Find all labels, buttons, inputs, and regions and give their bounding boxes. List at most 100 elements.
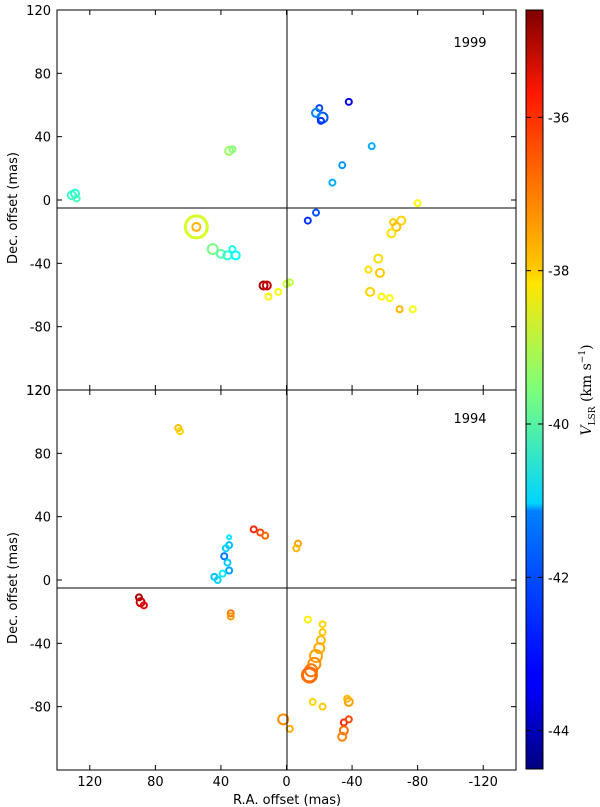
- maser-spot: [318, 702, 327, 711]
- x-axis-label: R.A. offset (mas): [233, 793, 341, 807]
- maser-spot: [303, 216, 312, 225]
- maser-spot: [338, 161, 347, 170]
- maser-spot: [337, 731, 348, 742]
- colorbar: -36 -38 -40 -42 -44 VLSR (km s−1): [525, 9, 598, 770]
- y-tick-label: 120: [26, 384, 51, 399]
- maser-spot: [226, 609, 235, 618]
- maser-spot: [343, 694, 352, 703]
- maser-spot: [300, 666, 318, 684]
- x-tick-label: -120: [468, 775, 498, 790]
- maser-spot: [72, 194, 81, 203]
- y-axis-label-1999: Dec. offset (mas): [6, 152, 21, 264]
- maser-spot: [261, 280, 272, 291]
- maser-spot: [264, 292, 273, 301]
- maser-spot: [365, 286, 376, 297]
- maser-spot: [261, 531, 270, 540]
- spots-1999: [66, 97, 422, 314]
- maser-spot: [215, 248, 226, 259]
- colorbar-tick-label: -36: [548, 111, 569, 126]
- maser-spot: [175, 427, 184, 436]
- year-label-1994: 1994: [453, 412, 486, 427]
- y-tick-label: 120: [26, 384, 51, 399]
- panel-1994: -80 -40 0 40 80 120 120 80 40 0 -40 -80 -120 1994: [26, 384, 517, 790]
- y-tick-label: 0: [43, 194, 51, 209]
- maser-spot: [139, 601, 148, 610]
- y-axis-label-1994: Dec. offset (mas): [6, 532, 21, 644]
- maser-spot: [385, 294, 394, 303]
- maser-spot: [367, 142, 376, 151]
- maser-spot: [258, 280, 269, 291]
- maser-spot: [318, 620, 327, 629]
- colorbar-ticks: -36 -38 -40 -42 -44: [526, 111, 569, 740]
- maser-spot: [225, 566, 234, 575]
- maser-spot: [221, 544, 230, 553]
- x-ticks: 120 80 40 0 -40 -80 -120: [77, 765, 498, 790]
- maser-spot: [226, 612, 235, 621]
- maser-spot: [373, 253, 384, 264]
- spots-1994: [134, 424, 354, 742]
- colorbar-tick-label: -42: [548, 571, 569, 586]
- colorbar-label: VLSR (km s−1): [578, 344, 598, 435]
- colorbar-label-units: (km s: [579, 363, 595, 406]
- x-tick-label: 120: [77, 775, 102, 790]
- maser-spot: [183, 214, 209, 240]
- x-tick-label: 0: [282, 775, 290, 790]
- maser-spot: [338, 725, 349, 736]
- maser-spot: [316, 116, 325, 125]
- y-tick-label: -80: [30, 701, 51, 716]
- maser-spot: [223, 558, 232, 567]
- maser-spot: [206, 243, 219, 256]
- y-tick-label: -80: [30, 321, 51, 336]
- maser-spot: [408, 305, 417, 314]
- x-tick-label: 40: [213, 775, 230, 790]
- maser-spot: [311, 107, 322, 118]
- maser-spot: [224, 145, 235, 156]
- maser-spot: [344, 715, 353, 724]
- y-tick-label: 80: [34, 447, 51, 462]
- maser-spot: [318, 628, 327, 637]
- maser-spot: [220, 552, 229, 561]
- colorbar-label-sub: LSR: [588, 406, 598, 425]
- maser-spot: [396, 215, 407, 226]
- y-tick-label: -40: [30, 637, 51, 652]
- maser-spot: [70, 188, 81, 199]
- colorbar-tick-label: -38: [548, 265, 569, 280]
- maser-spot: [377, 292, 386, 301]
- maser-spot: [249, 525, 258, 534]
- y-tick-label: 120: [26, 4, 51, 19]
- y-tick-label: 40: [34, 131, 51, 146]
- maser-spot: [218, 569, 227, 578]
- panel-1999: 120 -80 -40 0 40 80 120 1999: [26, 4, 517, 399]
- maser-spot: [391, 221, 402, 232]
- maser-spot: [312, 208, 321, 217]
- maser-spot: [230, 250, 241, 261]
- colorbar-label-exponent: −1: [578, 350, 588, 363]
- maser-spot: [364, 265, 373, 274]
- maser-spot: [277, 713, 290, 726]
- maser-spot: [413, 199, 422, 208]
- maser-spot: [303, 615, 312, 624]
- x-tick-label: 80: [147, 775, 164, 790]
- x-tick-label: -80: [407, 775, 428, 790]
- maser-spot: [274, 287, 283, 296]
- colorbar-tick-label: -40: [548, 418, 569, 433]
- maser-spot: [374, 267, 385, 278]
- year-label-1999: 1999: [453, 36, 486, 51]
- maser-spot: [313, 642, 326, 655]
- y-tick-label: 80: [34, 67, 51, 82]
- maser-spot: [386, 228, 397, 239]
- maser-spot: [344, 97, 353, 106]
- maser-spot: [292, 544, 301, 553]
- maser-spot: [395, 305, 404, 314]
- y-ticks-1994: -80 -40 0 40 80 120: [26, 384, 516, 771]
- maser-spot: [213, 576, 222, 584]
- y-tick-label: 0: [43, 574, 51, 589]
- maser-spot: [226, 534, 233, 541]
- maser-spot: [328, 178, 337, 187]
- y-tick-label: 40: [34, 511, 51, 526]
- maser-spot: [191, 221, 202, 232]
- maser-spot: [308, 697, 317, 706]
- x-tick-label: -40: [341, 775, 362, 790]
- colorbar-label-close: ): [579, 344, 595, 349]
